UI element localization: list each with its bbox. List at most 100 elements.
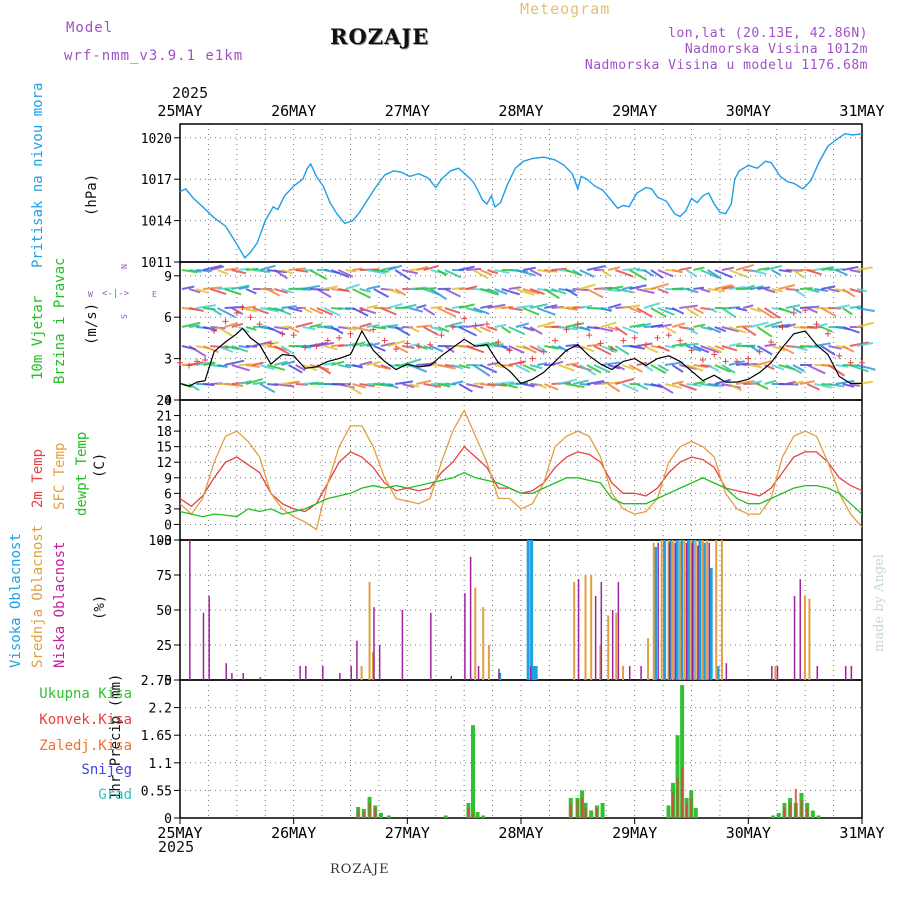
compass-e: E [152, 290, 157, 299]
wind-arrow [224, 359, 245, 366]
wind-arrow [181, 321, 201, 328]
wind-gust-marker [279, 330, 286, 337]
wind-arrow [821, 266, 834, 271]
wind-arrow [487, 269, 499, 275]
wind-arrow [679, 342, 699, 347]
precip-bar-total [443, 815, 448, 818]
wind-arrow [224, 305, 245, 309]
wind-arrow [792, 288, 806, 297]
precip-bar-convective [685, 802, 688, 818]
wind-arrow [714, 345, 725, 351]
wind-arrow [565, 307, 578, 312]
wind-arrow [345, 283, 360, 290]
cloud-bar-low [356, 640, 358, 680]
cloud-bar-mid [706, 540, 709, 680]
wind-arrow [345, 269, 357, 273]
wind-gust-marker [631, 334, 638, 341]
wind-arrow [707, 383, 725, 387]
model-name: wrf-nmm_v3.9.1 e1km [64, 48, 244, 64]
wind-gust-marker [608, 345, 615, 352]
wind-arrow [366, 269, 387, 275]
wind-arrow [316, 364, 332, 375]
wind-arrow [856, 266, 873, 271]
wind-arrow [423, 326, 439, 336]
wind-arrow [380, 364, 392, 370]
wind-arrow [245, 326, 257, 331]
wind-arrow [203, 361, 216, 366]
wind-arrow [473, 341, 490, 347]
cloud-bar-low [189, 540, 191, 680]
wind-arrow [266, 288, 281, 297]
wind-arrow [352, 326, 372, 333]
cloud-bar-low [464, 593, 466, 680]
y-tick-label: 1020 [141, 132, 172, 147]
compass-arrows: <-|-> [102, 289, 130, 299]
wind-arrow [231, 322, 244, 328]
cloud-bar-mid [720, 540, 723, 680]
x-tick-label-bottom: 25MAY [157, 824, 202, 842]
wind-arrow [686, 364, 704, 372]
wind-arrow [778, 269, 792, 273]
wind-arrow [700, 288, 711, 293]
wind-arrow [338, 364, 351, 369]
cloud-bar-mid [590, 575, 593, 680]
wind-arrow [465, 285, 478, 290]
wind-arrow [586, 288, 604, 299]
wind-arrow [494, 364, 505, 369]
wind-arrow [252, 269, 271, 273]
wind-arrow [416, 287, 437, 290]
cloud-bar-low [450, 675, 453, 680]
model-label: Model [66, 20, 114, 36]
wind-arrow [238, 285, 250, 290]
wind-arrow [359, 322, 372, 328]
wind-arrow [387, 340, 406, 347]
cloud-bar-mid [482, 607, 485, 680]
wind-arrow [231, 284, 250, 290]
wind-arrow [494, 381, 515, 385]
cloud-bar-mid [584, 575, 587, 680]
wind-arrow [586, 379, 605, 385]
wind-arrow [501, 288, 520, 296]
wind-arrow [252, 381, 267, 385]
wind-gust-marker [677, 337, 684, 344]
wind-arrow [494, 323, 507, 328]
wind-arrow [664, 326, 677, 334]
wind-arrow [806, 269, 822, 276]
y-tick-label: 1017 [141, 173, 172, 188]
cloud-bar-mid [803, 596, 806, 680]
wind-arrow [480, 288, 500, 296]
wind-arrow [707, 269, 722, 280]
wind-arrow [188, 345, 207, 358]
wind-gust-marker [358, 307, 365, 314]
cloud-bar-mid [683, 540, 686, 680]
wind-arrow [337, 269, 354, 278]
temp-line-temp2m [179, 445, 863, 513]
wind-arrow [195, 288, 209, 294]
wind-arrow [224, 383, 244, 388]
cloud-bar-low [685, 542, 688, 680]
wind-arrow [757, 360, 772, 366]
wind-arrow [756, 345, 773, 356]
wind-arrow [394, 345, 409, 354]
wind-arrow [309, 307, 324, 315]
wind-arrow [458, 265, 475, 271]
wind-gust-marker [495, 339, 502, 346]
wind-arrow [721, 266, 735, 271]
y-tick-label: 0 [164, 674, 172, 689]
y-tick-label: 75 [156, 569, 172, 584]
wind-arrow [672, 342, 688, 347]
wind-gust-marker [186, 362, 193, 369]
wind-arrow [408, 326, 420, 333]
wind-arrow [437, 326, 450, 333]
wind-arrow [820, 326, 833, 333]
wind-arrow [529, 303, 548, 309]
wind-arrow [359, 342, 373, 347]
wind-arrow [238, 307, 258, 313]
precip-bar-total [680, 685, 685, 818]
wind-arrow [721, 345, 738, 352]
precip-bar-total [475, 811, 480, 818]
x-tick-label-bottom: 29MAY [612, 824, 657, 842]
wind-arrow [387, 302, 403, 309]
wind-arrow [728, 285, 746, 290]
wind-arrow [309, 341, 328, 347]
